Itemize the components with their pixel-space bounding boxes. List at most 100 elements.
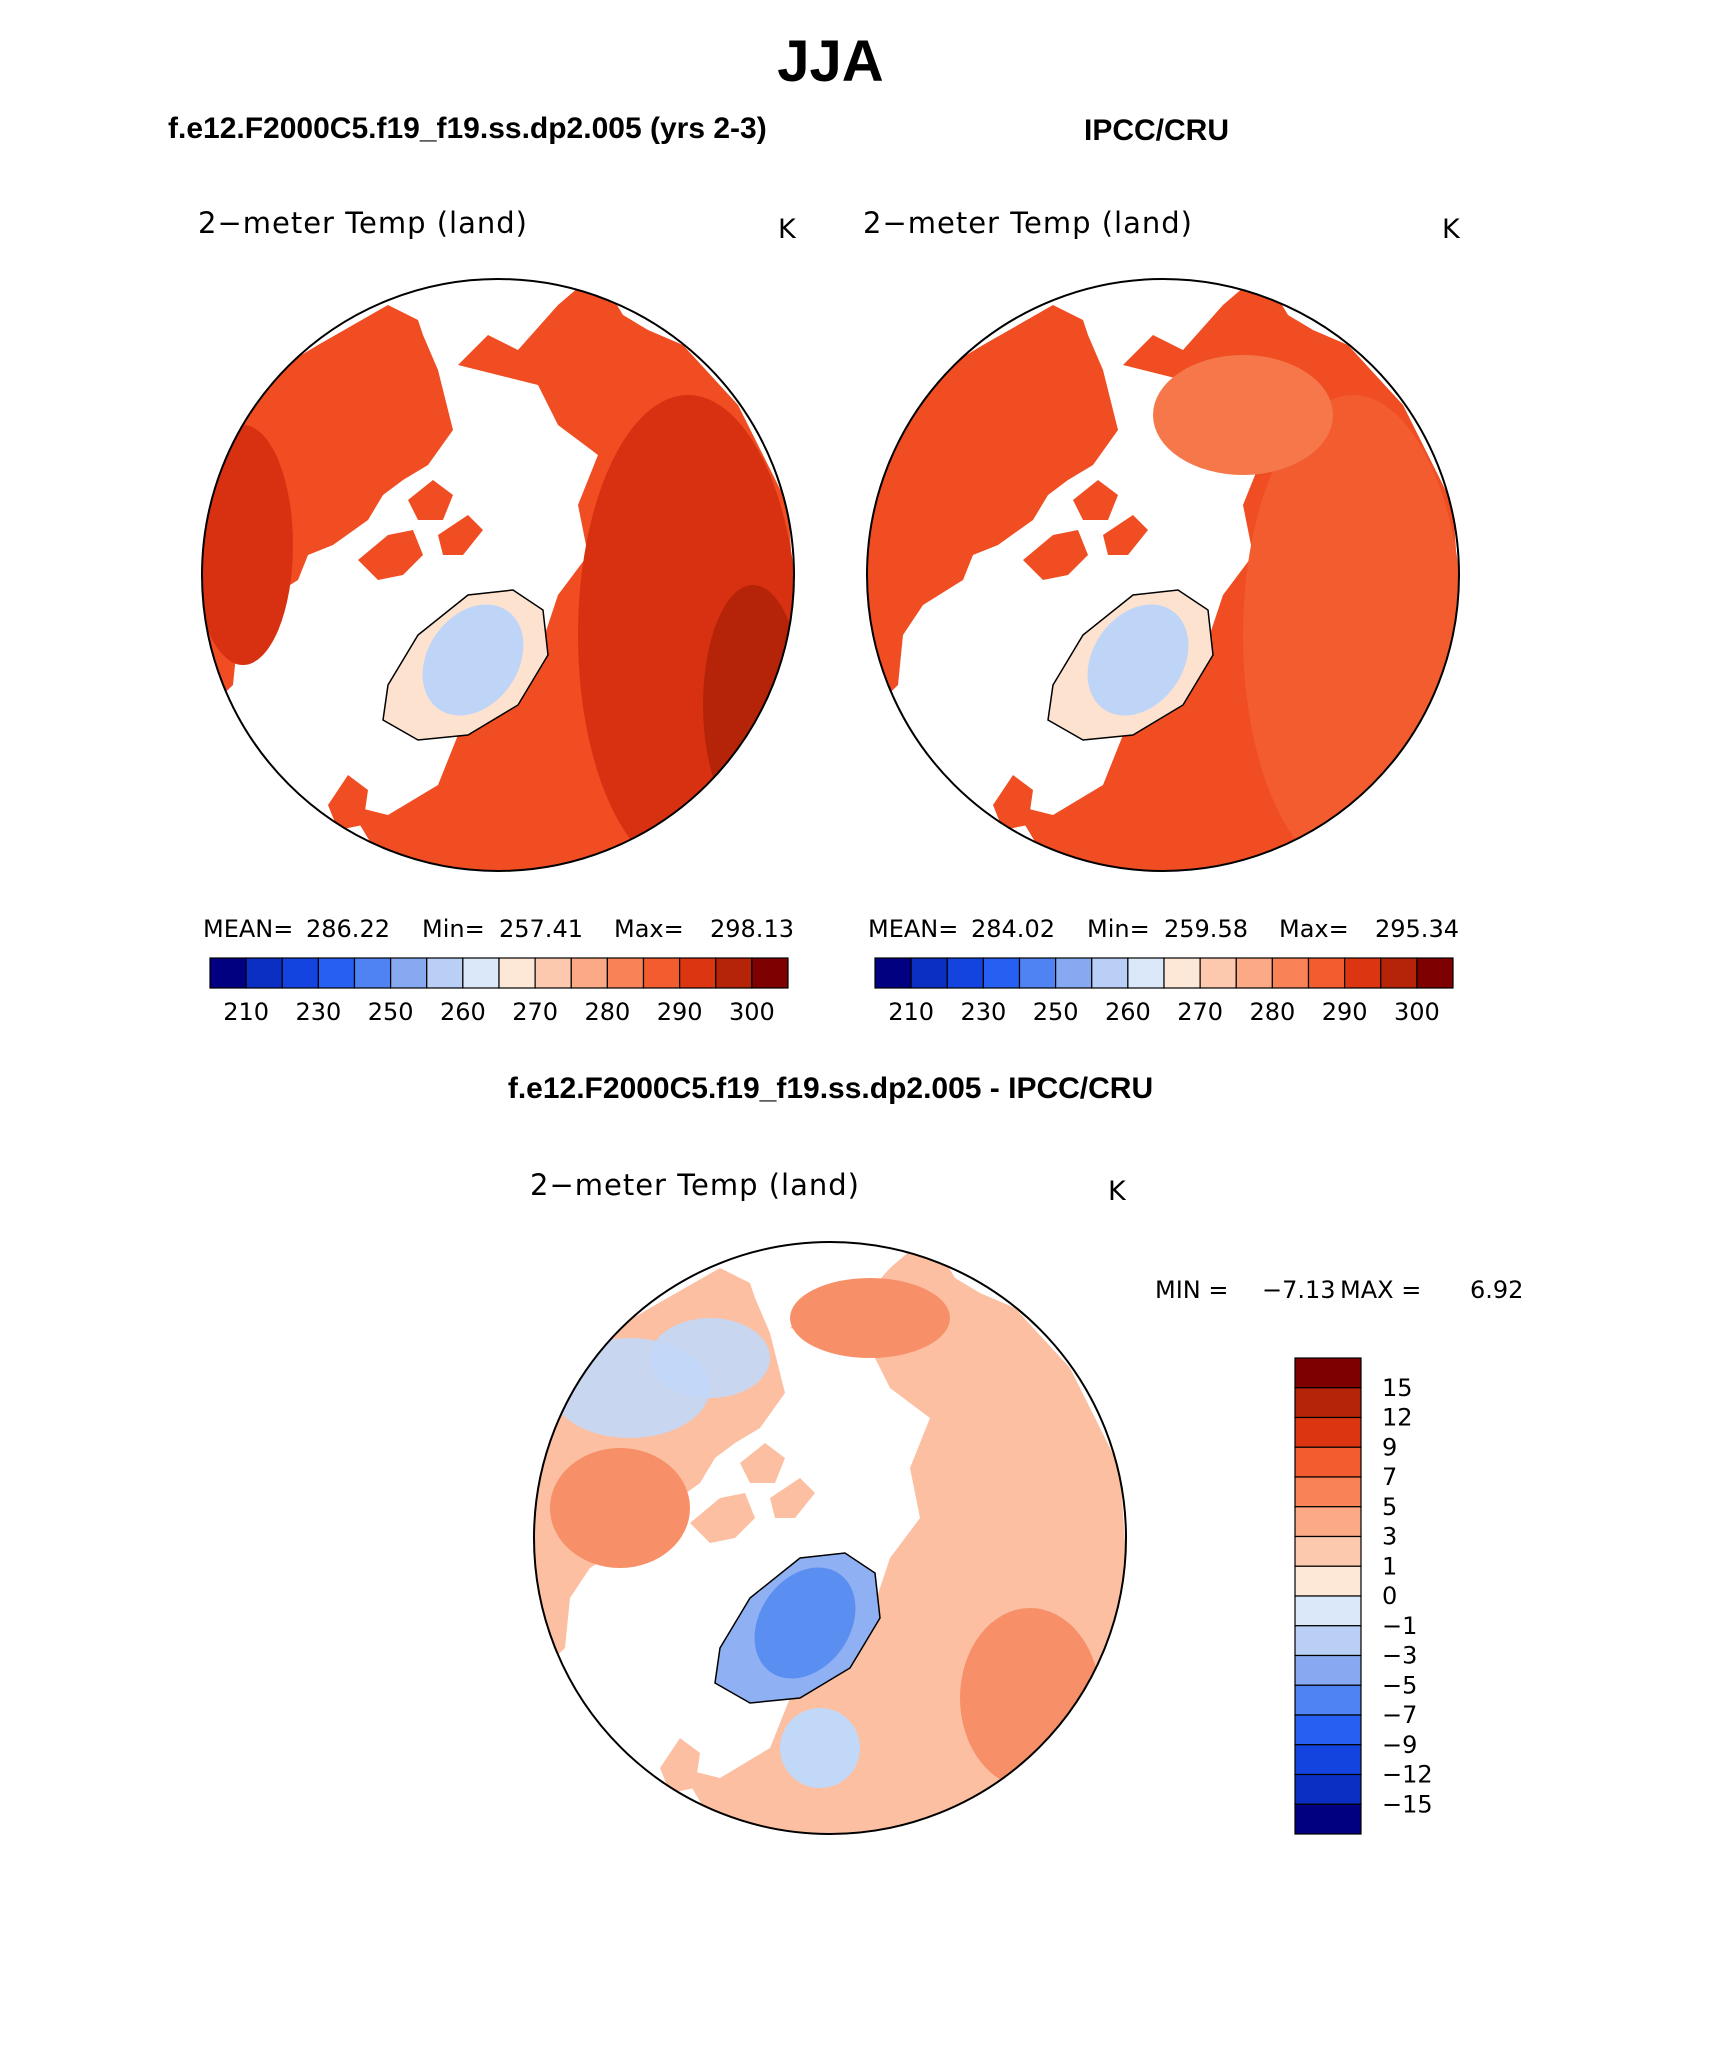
- colorbar-tick-label: 1: [1382, 1552, 1397, 1580]
- colorbar-tick-label: 210: [888, 998, 934, 1026]
- colorbar-tick-label: 260: [1105, 998, 1151, 1026]
- colorbar-tick-label: 260: [440, 998, 486, 1026]
- colorbar-swatch: [1416, 957, 1454, 989]
- colorbar-swatch: [245, 957, 283, 989]
- colorbar-tick-label: 7: [1382, 1463, 1397, 1491]
- colorbar-tick-label: 230: [295, 998, 341, 1026]
- map-panel-difference: 2−meter Temp (land) K MIN = −7.13 MAX = …: [530, 1168, 1523, 1835]
- colorbar-swatch: [570, 957, 608, 989]
- colorbar-swatch: [751, 957, 789, 989]
- colorbar-swatch: [1294, 1654, 1362, 1686]
- colorbar-swatch: [534, 957, 572, 989]
- colorbar-swatch: [1307, 957, 1346, 989]
- colorbar-swatch: [1294, 1446, 1362, 1478]
- panel-b-max-value: 295.34: [1375, 915, 1459, 943]
- colorbar-swatch: [1127, 957, 1165, 989]
- colorbar-swatch: [317, 957, 356, 989]
- panel-b-title: 2−meter Temp (land): [863, 206, 1193, 240]
- colorbar-swatch: [462, 957, 500, 989]
- panel-c-units: K: [1108, 1176, 1127, 1207]
- colorbar-tick-label: −9: [1382, 1731, 1417, 1759]
- panel-a-mean-label: MEAN=: [203, 915, 293, 943]
- colorbar-swatch: [1294, 1535, 1362, 1567]
- colorbar-swatch: [1235, 957, 1273, 989]
- colorbar-swatch: [1055, 957, 1093, 989]
- colorbar-tick-label: 290: [657, 998, 703, 1026]
- map-panel-observations: 2−meter Temp (land) K MEAN= 284.02 Min= …: [863, 206, 1461, 1026]
- panel-b-max-label: Max=: [1279, 915, 1349, 943]
- left-panel-subtitle: f.e12.F2000C5.f19_f19.ss.dp2.005 (yrs 2-…: [168, 112, 767, 145]
- panel-a-title: 2−meter Temp (land): [198, 206, 528, 240]
- colorbar-swatch: [910, 957, 948, 989]
- panel-b-min-value: 259.58: [1164, 915, 1248, 943]
- panel-c-min-value: −7.13: [1262, 1276, 1336, 1304]
- panel-b-mean-label: MEAN=: [868, 915, 958, 943]
- colorbar-swatch: [390, 957, 428, 989]
- panel-c-max-label: MAX =: [1340, 1276, 1421, 1304]
- colorbar-tick-label: 5: [1382, 1493, 1397, 1521]
- colorbar-tick-label: 250: [368, 998, 414, 1026]
- colorbar-tick-label: 280: [1249, 998, 1295, 1026]
- colorbar-tick-label: 230: [960, 998, 1006, 1026]
- colorbar-tick-label: 300: [729, 998, 775, 1026]
- colorbar-swatch: [1091, 957, 1129, 989]
- colorbar-swatch: [1344, 957, 1382, 989]
- colorbar-tick-label: 270: [512, 998, 558, 1026]
- colorbar-swatch: [606, 957, 645, 989]
- colorbar-swatch: [982, 957, 1021, 989]
- colorbar-tick-label: 12: [1382, 1404, 1413, 1432]
- panel-a-mean-value: 286.22: [306, 915, 390, 943]
- colorbar-swatch: [1294, 1565, 1362, 1597]
- colorbar-swatch: [1018, 957, 1057, 989]
- colorbar-swatch: [353, 957, 392, 989]
- colorbar-tick-label: −5: [1382, 1671, 1417, 1699]
- colorbar-tick-label: 280: [584, 998, 630, 1026]
- panel-a-min-label: Min=: [422, 915, 485, 943]
- colorbar-tick-label: 300: [1394, 998, 1440, 1026]
- colorbar-tick-label: −15: [1382, 1790, 1433, 1818]
- colorbar-swatch: [642, 957, 681, 989]
- colorbar-tick-label: 0: [1382, 1582, 1397, 1610]
- right-panel-subtitle: IPCC/CRU: [1084, 114, 1230, 147]
- colorbar-swatch: [1199, 957, 1237, 989]
- colorbar-swatch: [1294, 1595, 1362, 1627]
- colorbar-tick-label: −7: [1382, 1701, 1417, 1729]
- panel-a-min-value: 257.41: [499, 915, 583, 943]
- panel-c-title: 2−meter Temp (land): [530, 1168, 860, 1202]
- colorbar-swatch: [1271, 957, 1310, 989]
- colorbar-swatch: [1294, 1803, 1362, 1835]
- colorbar-swatch: [946, 957, 984, 989]
- panel-a-max-value: 298.13: [710, 915, 794, 943]
- colorbar-tick-label: −3: [1382, 1642, 1417, 1670]
- colorbar-swatch: [1294, 1357, 1362, 1389]
- colorbar-swatch: [1294, 1476, 1362, 1508]
- panel-c-max-value: 6.92: [1470, 1276, 1523, 1304]
- colorbar-tick-label: 250: [1033, 998, 1079, 1026]
- colorbar-swatch: [1294, 1714, 1362, 1746]
- colorbar-swatch: [1294, 1416, 1362, 1448]
- colorbar-swatch: [679, 957, 717, 989]
- colorbar-observations: 210 230 250 260 270 280 290 300: [874, 957, 1454, 1026]
- colorbar-swatch: [1294, 1387, 1362, 1419]
- colorbar-swatch: [715, 957, 753, 989]
- colorbar-swatch: [1294, 1684, 1362, 1716]
- colorbar-swatch: [874, 957, 912, 989]
- difference-panel-subtitle: f.e12.F2000C5.f19_f19.ss.dp2.005 - IPCC/…: [507, 1072, 1154, 1105]
- colorbar-swatch: [209, 957, 247, 989]
- colorbar-swatch: [1294, 1625, 1362, 1657]
- colorbar-tick-label: 3: [1382, 1523, 1397, 1551]
- colorbar-swatch: [1294, 1506, 1362, 1538]
- colorbar-swatch: [281, 957, 319, 989]
- colorbar-swatch: [498, 957, 536, 989]
- panel-c-min-label: MIN =: [1155, 1276, 1228, 1304]
- panel-a-max-label: Max=: [614, 915, 684, 943]
- colorbar-swatch: [1163, 957, 1201, 989]
- colorbar-tick-label: 9: [1382, 1433, 1397, 1461]
- colorbar-swatch: [1380, 957, 1418, 989]
- colorbar-tick-label: 290: [1322, 998, 1368, 1026]
- colorbar-swatch: [426, 957, 464, 989]
- colorbar-swatch: [1294, 1773, 1362, 1805]
- colorbar-swatch: [1294, 1744, 1362, 1776]
- colorbar-tick-label: 15: [1382, 1374, 1413, 1402]
